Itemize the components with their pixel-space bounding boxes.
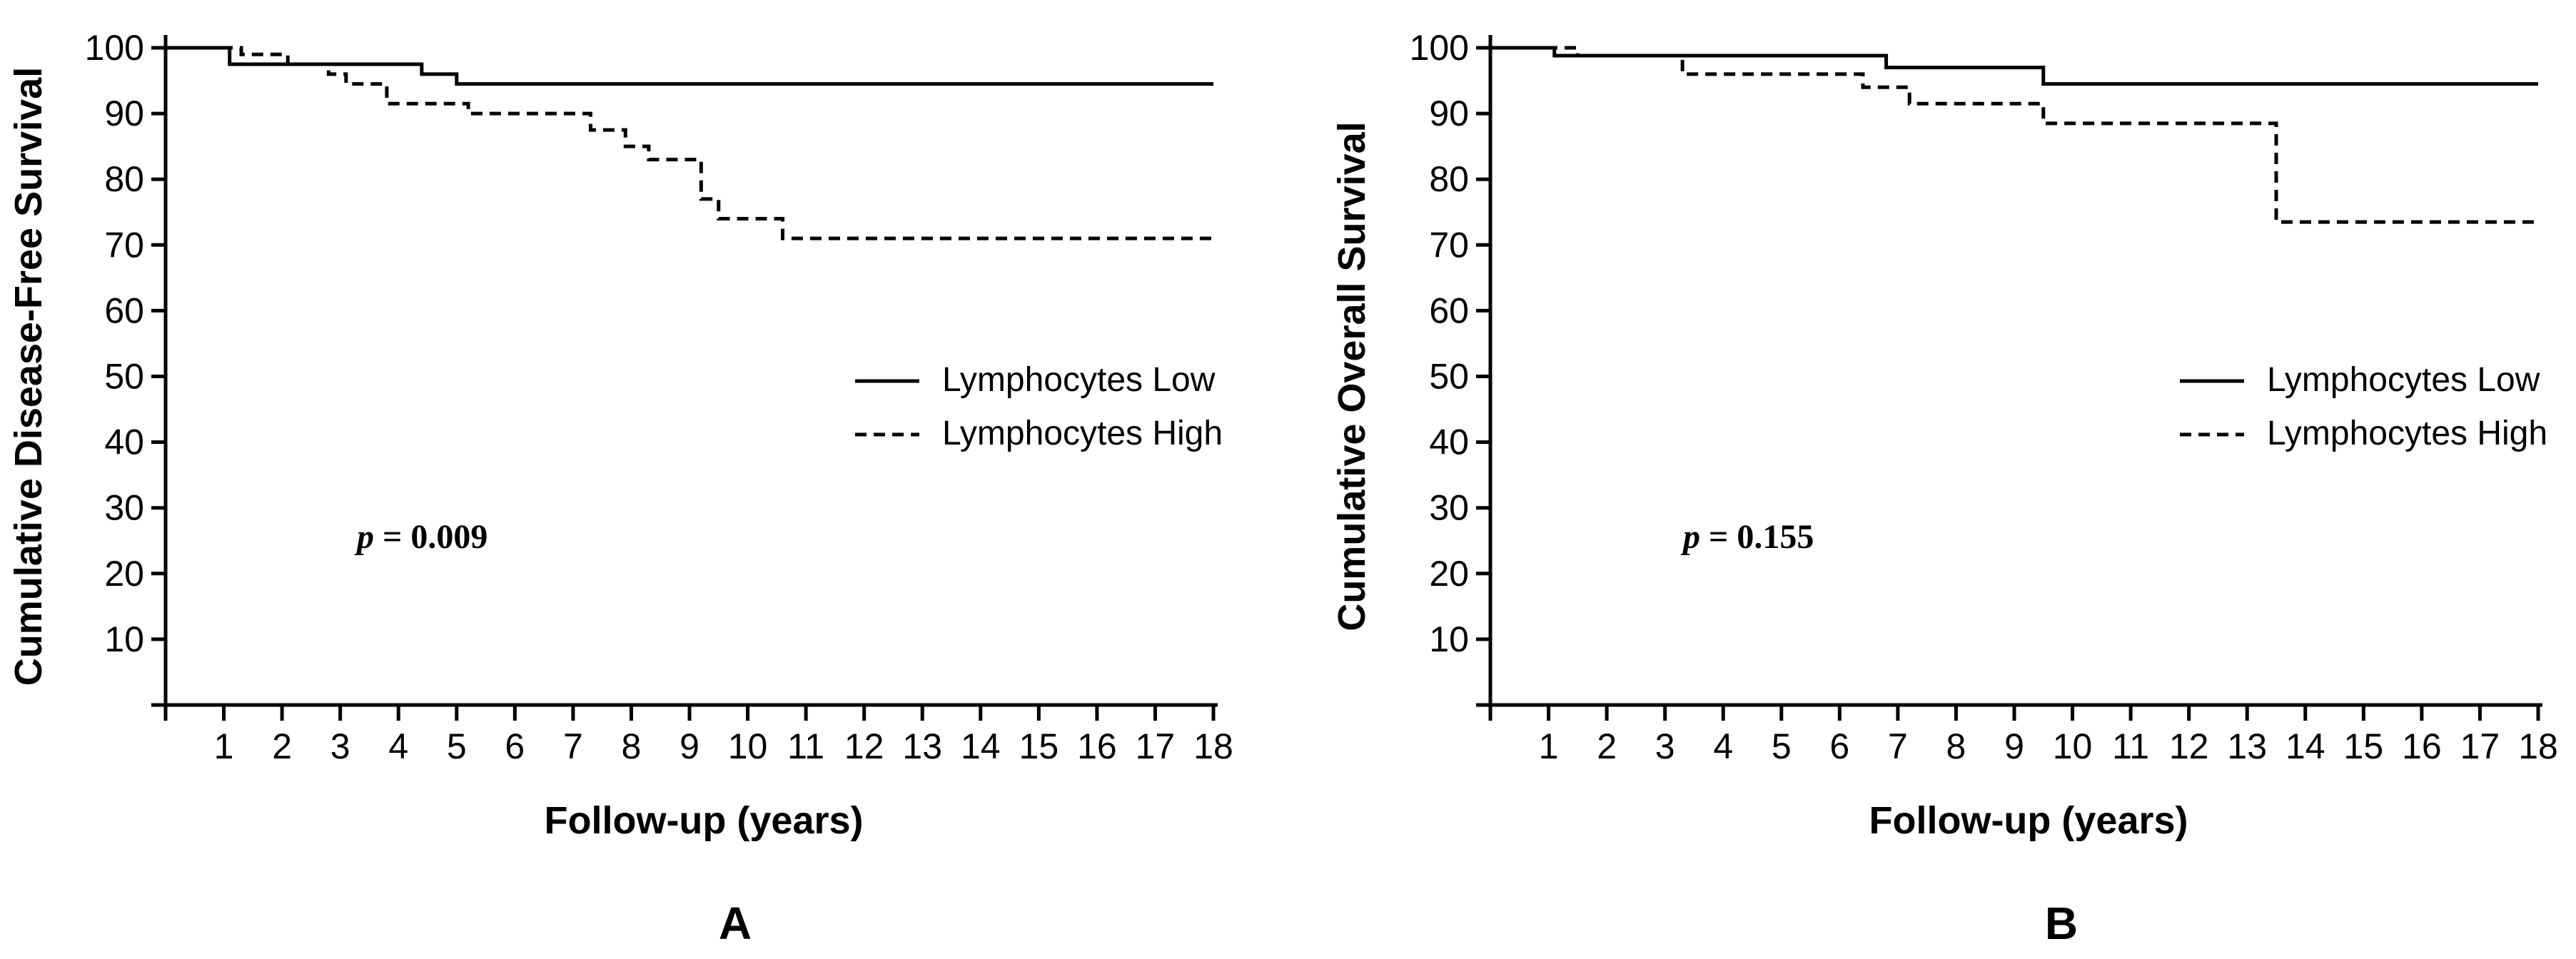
x-tick-label: 18 <box>2518 726 2558 766</box>
y-tick-label: 50 <box>104 357 144 397</box>
series-lymphocytes-high-curve <box>1490 46 2538 224</box>
y-tick-label: 30 <box>1429 488 1469 528</box>
y-axis-title: Cumulative Disease-Free Survival <box>7 67 50 686</box>
x-axis-title: Follow-up (years) <box>1869 799 2188 842</box>
x-tick-label: 9 <box>680 726 699 766</box>
x-tick-label: 4 <box>1713 726 1733 766</box>
x-tick-label: 1 <box>1539 726 1559 766</box>
x-tick-label: 17 <box>1136 726 1176 766</box>
x-tick-label: 2 <box>272 726 292 766</box>
x-tick-label: 15 <box>1019 726 1059 766</box>
y-tick-label: 70 <box>1429 225 1469 265</box>
x-tick-label: 7 <box>563 726 583 766</box>
x-tick-label: 16 <box>2402 726 2442 766</box>
y-tick-label: 70 <box>104 225 144 265</box>
x-tick-label: 14 <box>2285 726 2325 766</box>
series-lymphocytes-low-curve <box>1490 46 2538 86</box>
x-tick-label: 10 <box>728 726 768 766</box>
y-tick-label: 40 <box>104 422 144 462</box>
x-tick-label: 1 <box>214 726 234 766</box>
legend-label: Lymphocytes Low <box>942 361 1216 399</box>
y-tick-label: 60 <box>1429 290 1469 330</box>
panel-letter: A <box>719 898 752 949</box>
p-value-annotation: p = 0.155 <box>1680 518 1814 556</box>
y-tick-label: 30 <box>104 488 144 528</box>
series-lymphocytes-low-curve <box>166 46 1213 86</box>
x-tick-label: 13 <box>902 726 942 766</box>
x-tick-label: 10 <box>2053 726 2093 766</box>
y-tick-label: 90 <box>1429 93 1469 133</box>
x-tick-label: 18 <box>1193 726 1233 766</box>
x-tick-label: 11 <box>2112 726 2149 766</box>
x-tick-label: 2 <box>1597 726 1617 766</box>
x-tick-label: 6 <box>505 726 525 766</box>
y-tick-label: 60 <box>104 290 144 330</box>
y-tick-label: 90 <box>104 93 144 133</box>
y-tick-label: 40 <box>1429 422 1469 462</box>
x-tick-label: 15 <box>2344 726 2384 766</box>
legend-label: Lymphocytes Low <box>2267 361 2540 399</box>
y-tick-label: 80 <box>1429 159 1469 199</box>
panel-letter: B <box>2045 898 2078 949</box>
y-tick-label: 20 <box>104 554 144 594</box>
y-tick-label: 80 <box>104 159 144 199</box>
x-axis-title: Follow-up (years) <box>544 799 863 842</box>
p-value-annotation: p = 0.009 <box>354 518 488 556</box>
x-tick-label: 6 <box>1829 726 1849 766</box>
y-tick-label: 20 <box>1429 554 1469 594</box>
x-tick-label: 13 <box>2227 726 2267 766</box>
x-tick-label: 12 <box>844 726 884 766</box>
y-tick-label: 100 <box>85 28 144 68</box>
x-tick-label: 3 <box>330 726 350 766</box>
x-tick-label: 8 <box>1946 726 1966 766</box>
x-tick-label: 8 <box>622 726 642 766</box>
x-tick-label: 4 <box>388 726 408 766</box>
y-tick-label: 50 <box>1429 357 1469 397</box>
x-tick-label: 12 <box>2169 726 2209 766</box>
x-tick-label: 3 <box>1655 726 1675 766</box>
y-tick-label: 100 <box>1410 28 1469 68</box>
x-tick-label: 7 <box>1888 726 1908 766</box>
x-tick-label: 16 <box>1077 726 1117 766</box>
x-tick-label: 9 <box>2004 726 2024 766</box>
x-tick-label: 5 <box>447 726 467 766</box>
y-tick-label: 10 <box>104 619 144 659</box>
legend-label: Lymphocytes High <box>942 415 1223 452</box>
x-tick-label: 14 <box>961 726 1001 766</box>
x-tick-label: 5 <box>1772 726 1792 766</box>
y-axis-title: Cumulative Overall Survival <box>1330 121 1373 631</box>
y-tick-label: 10 <box>1429 619 1469 659</box>
series-lymphocytes-high-curve <box>166 46 1213 240</box>
x-tick-label: 17 <box>2460 726 2500 766</box>
legend-label: Lymphocytes High <box>2267 415 2547 452</box>
x-tick-label: 11 <box>787 726 824 766</box>
